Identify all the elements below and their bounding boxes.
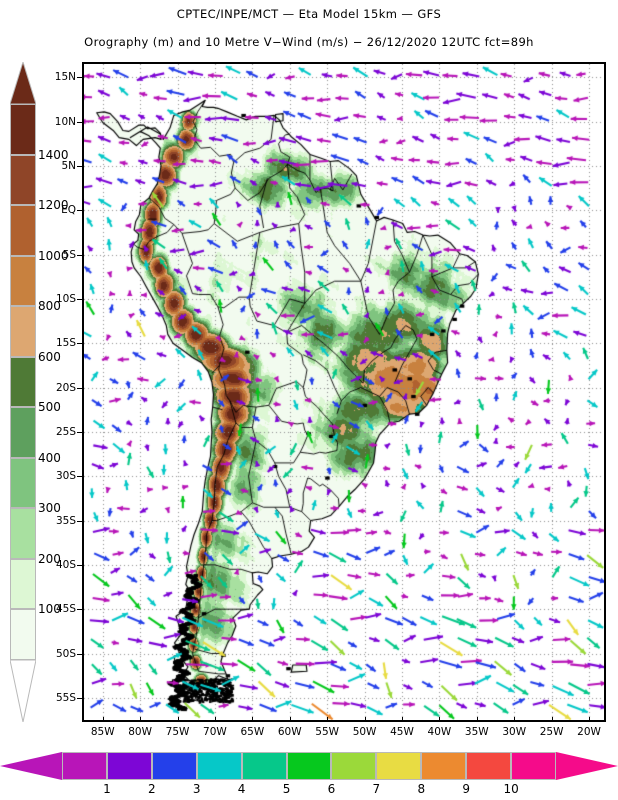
orography-tick-1400: 1400 bbox=[38, 147, 69, 162]
wind-tick-3: 3 bbox=[192, 782, 201, 796]
wind-tick-7: 7 bbox=[372, 782, 381, 796]
page-title: CPTEC/INPE/MCT — Eta Model 15km — GFS bbox=[176, 7, 442, 21]
orography-colorbar-cell bbox=[10, 508, 36, 559]
lat-label-30s: 30S bbox=[55, 470, 76, 483]
wind-colorbar-cell bbox=[286, 752, 332, 780]
orography-colorbar bbox=[10, 104, 36, 660]
wind-tick-1: 1 bbox=[103, 782, 111, 796]
wind-colorbar-min-arrow bbox=[0, 752, 62, 780]
lon-label-65w: 65W bbox=[240, 726, 265, 738]
orography-tick-600: 600 bbox=[38, 349, 61, 364]
map-plot-area[interactable] bbox=[82, 62, 606, 722]
wind-colorbar: 1 2 3 4 5 6 7 8 9 10 bbox=[0, 752, 618, 798]
lon-label-25w: 25W bbox=[539, 726, 564, 738]
wind-tick-2: 2 bbox=[147, 782, 156, 796]
lon-label-20w: 20W bbox=[577, 726, 601, 738]
wind-colorbar-cell bbox=[421, 752, 467, 780]
orography-tick-300: 300 bbox=[38, 501, 61, 516]
lat-label-20s: 20S bbox=[55, 381, 76, 394]
wind-colorbar-max-arrow bbox=[556, 752, 618, 780]
orography-colorbar-cell bbox=[10, 205, 36, 256]
lon-label-40w: 40W bbox=[427, 726, 452, 738]
orography-colorbar-max-arrow bbox=[10, 62, 36, 104]
wind-tick-8: 8 bbox=[417, 782, 426, 796]
orography-tick-1000: 1000 bbox=[38, 248, 69, 263]
orography-tick-400: 400 bbox=[38, 450, 61, 465]
wind-colorbar-cell bbox=[466, 752, 512, 780]
orography-colorbar-cell bbox=[10, 609, 36, 660]
lon-label-50w: 50W bbox=[352, 726, 377, 738]
lon-label-35w: 35W bbox=[464, 726, 489, 738]
wind-colorbar-cell bbox=[106, 752, 152, 780]
lat-label-15s: 15S bbox=[55, 337, 76, 350]
wind-colorbar-cell bbox=[196, 752, 242, 780]
orography-colorbar-cell bbox=[10, 104, 36, 155]
orography-tick-800: 800 bbox=[38, 299, 61, 314]
lon-label-70w: 70W bbox=[203, 726, 227, 738]
orography-colorbar-cell bbox=[10, 457, 36, 509]
lat-label-15n: 15N bbox=[54, 71, 76, 84]
wind-tick-5: 5 bbox=[282, 782, 291, 796]
wind-colorbar-cell bbox=[62, 752, 107, 780]
lat-label-55s: 55S bbox=[55, 691, 76, 704]
orography-colorbar-cell bbox=[10, 558, 36, 610]
orography-colorbar-cell bbox=[10, 255, 36, 307]
wind-tick-10: 10 bbox=[503, 782, 519, 796]
lon-label-80w: 80W bbox=[128, 726, 152, 738]
orography-colorbar-min-arrow bbox=[10, 660, 36, 722]
lon-label-75w: 75W bbox=[165, 726, 190, 738]
lon-label-45w: 45W bbox=[390, 726, 414, 738]
orography-colorbar-cell bbox=[10, 407, 36, 458]
lat-label-5n: 5N bbox=[61, 159, 76, 172]
lat-label-50s: 50S bbox=[55, 647, 76, 660]
lon-label-30w: 30W bbox=[502, 726, 527, 738]
wind-colorbar-cell bbox=[511, 752, 556, 780]
orography-colorbar-cell bbox=[10, 356, 36, 408]
orography-colorbar-cell bbox=[10, 306, 36, 357]
wind-tick-9: 9 bbox=[462, 782, 470, 796]
lon-label-60w: 60W bbox=[277, 726, 302, 738]
lat-label-10n: 10N bbox=[54, 115, 76, 128]
page-subtitle: Orography (m) and 10 Metre V−Wind (m/s) … bbox=[84, 35, 534, 49]
wind-tick-6: 6 bbox=[327, 782, 336, 796]
wind-colorbar-cell bbox=[151, 752, 197, 780]
wind-tick-4: 4 bbox=[237, 782, 246, 796]
lon-label-55w: 55W bbox=[315, 726, 340, 738]
orography-tick-200: 200 bbox=[38, 551, 61, 566]
orography-colorbar-cell bbox=[10, 154, 36, 206]
orography-wind-map[interactable] bbox=[84, 64, 604, 720]
wind-colorbar-cell bbox=[376, 752, 422, 780]
orography-tick-1200: 1200 bbox=[38, 198, 69, 213]
orography-tick-100: 100 bbox=[38, 602, 61, 617]
lat-label-35s: 35S bbox=[55, 514, 76, 527]
orography-tick-500: 500 bbox=[38, 400, 61, 415]
wind-colorbar-cell bbox=[241, 752, 287, 780]
lat-label-25s: 25S bbox=[55, 425, 76, 438]
lon-label-85w: 85W bbox=[90, 726, 115, 738]
wind-colorbar-cell bbox=[331, 752, 377, 780]
